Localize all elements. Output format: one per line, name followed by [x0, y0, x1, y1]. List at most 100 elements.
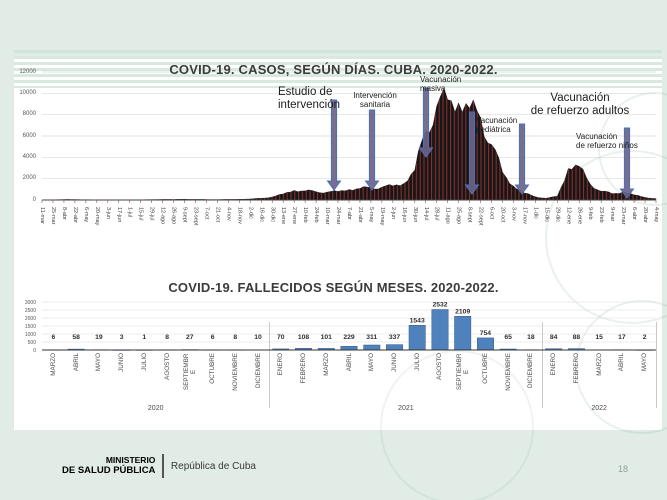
y-tick-label: 500 [27, 339, 36, 346]
bar-value-label: 70 [277, 334, 285, 341]
bar-value-label: 6 [211, 334, 215, 341]
x-tick-label: 24-mar [335, 207, 342, 225]
bar-value-label: 18 [527, 334, 535, 341]
page-number: 18 [618, 464, 629, 474]
x-tick-label: 12-ago [159, 207, 166, 225]
cases-plot-svg [41, 71, 657, 203]
x-tick-label: 3-nov [510, 207, 517, 221]
bar-value-label: 19 [95, 334, 103, 341]
x-tick-label: 9-sept [181, 207, 188, 223]
y-tick-label: 10000 [19, 89, 36, 96]
x-tick-label: 30-dic [269, 207, 276, 222]
bar-value-label: 58 [72, 334, 80, 341]
x-tick-label: 10-mar [324, 207, 331, 225]
x-tick-label: 6-abr [631, 207, 638, 220]
year-separator [655, 322, 657, 408]
deaths-chart: 3000 2500 2000 1500 1000 500 0 MARZO ABRIL MAYO J… [25, 292, 657, 424]
bar-value-label: 108 [298, 334, 310, 341]
footer: MINISTERIO DE SALUD PÚBLICA República de… [62, 454, 256, 478]
bar-value-label: 8 [233, 334, 237, 341]
x-tick-label: 27-ene [291, 207, 298, 225]
cases-plot-area: Estudio de intervención Intervención sanita… [41, 71, 657, 204]
y-tick-label: 1000 [24, 331, 36, 338]
x-tick-label: 26-ago [170, 207, 177, 225]
ministry-line1: MINISTERIO [105, 455, 156, 466]
annotation-label: Vacunación pediátrica [476, 116, 518, 135]
x-tick-label: 23-mar [620, 207, 627, 225]
x-tick-label: 17-nov [521, 207, 528, 224]
annotation-label: Vacunación masiva [420, 75, 462, 94]
bar-value-label: 10 [254, 334, 262, 341]
bar-value-label: 2 [643, 334, 647, 341]
x-tick-label: 22-sept [477, 207, 484, 226]
year-label: 2020 [147, 405, 164, 412]
x-tick-label: 16-jun [400, 207, 407, 223]
y-tick-label: 0 [33, 347, 36, 354]
deaths-bar [431, 309, 449, 351]
y-tick-label: 8000 [22, 111, 36, 118]
watermark-circle [380, 350, 534, 500]
y-tick-label: 2000 [24, 315, 36, 322]
x-tick-label: 28-jul [433, 207, 440, 221]
x-tick-label: 13-ene [280, 207, 287, 225]
x-tick-label: 9-feb [587, 207, 594, 220]
bar-value-label: 101 [321, 334, 333, 341]
x-tick-label: 5-may [367, 207, 374, 223]
x-tick-label: 9-mar [609, 207, 616, 222]
x-tick-label: 6-may [82, 207, 89, 223]
deaths-bar [340, 346, 358, 351]
background-stripes [14, 50, 662, 88]
x-tick-label: 2-dic [247, 207, 254, 219]
y-tick-label: 2000 [22, 175, 36, 182]
bar-value-label: 2532 [432, 302, 447, 309]
cases-chart-title: COVID-19. CASOS, SEGÚN DÍAS. CUBA. 2020-… [169, 62, 498, 77]
bar-value-label: 337 [389, 334, 401, 341]
x-tick-label: 16-dic [258, 207, 265, 222]
bar-value-label: 6 [52, 334, 56, 341]
x-tick-label: 21-abr [356, 207, 363, 223]
x-tick-label: 26-ene [576, 207, 583, 225]
x-tick-label: 23-sept [192, 207, 199, 226]
x-tick-label: 29-dic [554, 207, 561, 222]
bar-value-label: 2109 [455, 308, 470, 315]
annotation-arrow [364, 109, 380, 191]
x-tick-label: 8-abr [60, 207, 67, 220]
x-tick-label: 22-abr [71, 207, 78, 223]
deaths-chart-title: COVID-19. FALLECIDOS SEGÚN MESES. 2020-2… [168, 280, 499, 295]
x-tick-label: 15-dic [543, 207, 550, 222]
annotation-arrow [514, 123, 530, 195]
month-label-cell: MAYO [621, 353, 667, 371]
y-tick-label: 3000 [24, 299, 36, 306]
x-tick-label: 7-abr [346, 207, 352, 220]
bar-value-label: 754 [480, 330, 492, 337]
annotation-arrow [619, 127, 635, 199]
republic-label: República de Cuba [170, 460, 256, 472]
x-tick-label: 7-oct [203, 207, 210, 220]
x-tick-label: 30-jun [411, 207, 418, 223]
deaths-y-axis-labels: 3000 2500 2000 1500 1000 500 0 [6, 292, 38, 354]
month-tick-label: MAYO [641, 353, 649, 372]
x-tick-label: 25-mar [49, 207, 56, 225]
x-tick-label: 17-jun [115, 207, 122, 223]
y-tick-label: 12000 [19, 68, 36, 75]
x-tick-label: 4-may [653, 207, 659, 223]
x-tick-label: 23-feb [598, 207, 605, 223]
annotation-arrow [418, 87, 434, 158]
bar-value-label: 84 [550, 334, 558, 341]
x-tick-label: 2-jun [389, 207, 396, 220]
deaths-bar [363, 344, 381, 351]
cases-x-axis-labels: 11-mar 25-mar 8-abr 22-abr 6-may 20-may 3-jun 1… [39, 205, 659, 259]
annotation-label: Intervención sanitaria [353, 91, 397, 110]
x-tick-label: 25-ago [455, 207, 462, 225]
y-tick-label: 1500 [24, 323, 36, 330]
annotation-label: Vacunación de refuerzo adultos [530, 92, 630, 118]
year-separator [541, 322, 543, 408]
x-tick-label: 20-may [93, 207, 100, 226]
year-label: 2022 [591, 405, 607, 412]
annotation-label: Vacunación de refuerzo niños [576, 132, 638, 151]
x-tick-label: 11-ago [444, 207, 451, 224]
bar-value-label: 88 [573, 334, 581, 341]
bar-value-label: 8 [165, 334, 169, 341]
x-tick-label: 10-feb [302, 207, 309, 223]
